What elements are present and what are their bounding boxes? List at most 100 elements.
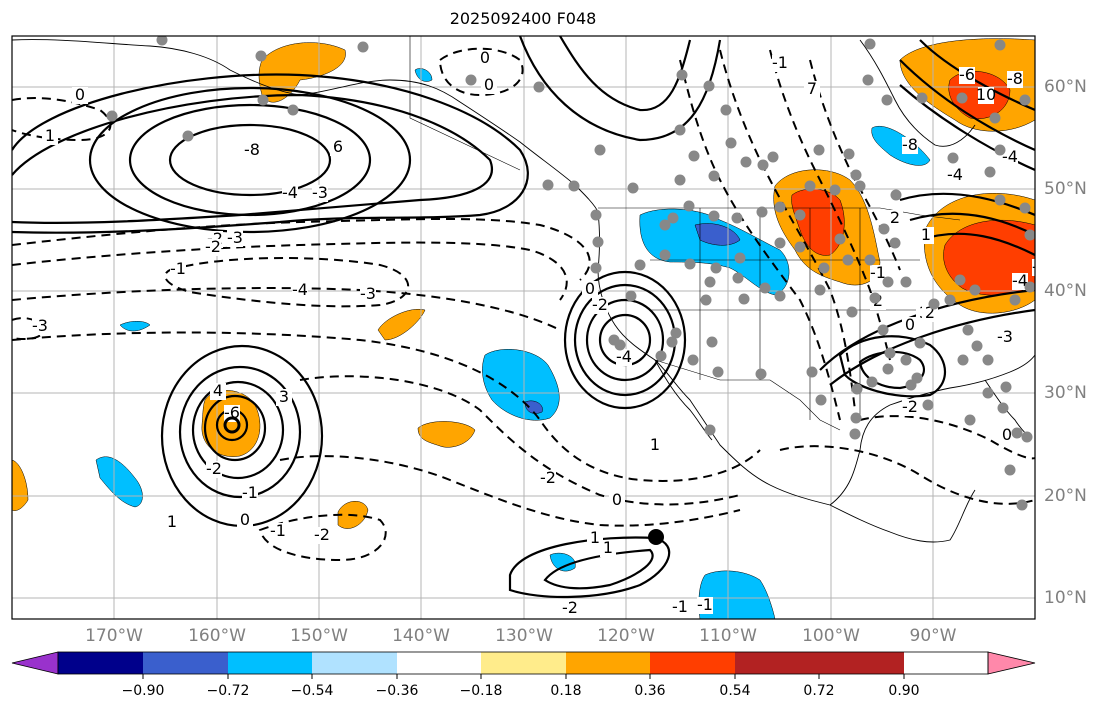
station-marker: [864, 254, 876, 266]
colorbar-outline: [57, 651, 989, 675]
station-marker: [625, 290, 637, 302]
station-marker: [1024, 281, 1035, 293]
lon-label-160w: 160°W: [188, 626, 246, 646]
contour-label: 3: [279, 387, 289, 406]
station-marker: [964, 414, 976, 426]
contour-label: -3: [360, 284, 376, 303]
contour-neg-pacific-1: [12, 217, 591, 281]
station-marker: [944, 294, 956, 306]
contour-label: 10: [976, 85, 996, 104]
station-marker: [704, 276, 716, 288]
contour-label: 1: [45, 126, 55, 145]
anomaly-positive-west-edge: [12, 459, 29, 511]
station-marker: [608, 334, 620, 346]
contour-label-bg: [978, 87, 994, 104]
colorbar-swatch: [58, 652, 143, 674]
anomaly-negative-hawaii-west: [95, 456, 143, 508]
station-marker: [767, 151, 779, 163]
contour-label: -6: [224, 403, 240, 422]
contour-label: -1: [270, 521, 286, 540]
storm-center-marker: [648, 529, 664, 545]
contour-label: 7: [807, 79, 817, 98]
station-marker: [900, 354, 912, 366]
anomaly-strong-rockies: [694, 223, 741, 246]
contour-neg-gulf: [859, 415, 1035, 460]
station-marker: [928, 298, 940, 310]
colorbar-extend-min: [11, 651, 59, 675]
contour-label: -4: [1002, 147, 1018, 166]
station-marker: [1024, 229, 1035, 241]
station-marker: [794, 241, 806, 253]
station-marker: [732, 272, 744, 284]
contour-label: -8: [902, 135, 918, 154]
station-marker: [674, 124, 686, 136]
contour-label: -8: [244, 140, 260, 159]
contour-cutoff-low-2: [585, 298, 665, 382]
contour-south-low-2: [543, 548, 654, 590]
station-marker: [916, 92, 928, 104]
contour-label: -2: [205, 237, 221, 256]
station-marker: [755, 368, 767, 380]
contour-label: -4: [1012, 271, 1028, 290]
anomaly-negative-south: [698, 570, 776, 619]
station-marker: [774, 201, 786, 213]
contour-label-bg: [330, 139, 346, 156]
anomaly-negative-east-pacific: [482, 349, 560, 421]
contour-label-bg: [1012, 273, 1028, 290]
station-marker: [708, 170, 720, 182]
anomaly-negative-small-1: [549, 552, 576, 572]
contour-se-low: [838, 335, 946, 398]
station-marker: [568, 180, 580, 192]
station-marker: [634, 259, 646, 271]
colorbar-swatch: [228, 652, 312, 674]
contour-label: 0: [612, 490, 622, 509]
station-marker: [851, 383, 863, 395]
station-marker: [659, 219, 671, 231]
station-marker: [659, 249, 671, 261]
colorbar-tick-label: −0.72: [206, 683, 250, 699]
contour-label: -3: [312, 183, 328, 202]
contour-label-bg: [1032, 259, 1035, 276]
colorbar-tick-label: 0.72: [803, 683, 835, 699]
station-marker: [533, 81, 545, 93]
contour-neg-pacific-3: [164, 257, 410, 308]
colorbar-swatch: [481, 652, 566, 674]
contour-label-bg: [164, 514, 180, 531]
station-marker: [357, 41, 369, 53]
hurricane-center-marker: [223, 416, 241, 434]
station-marker: [738, 293, 750, 305]
station-marker: [922, 399, 934, 411]
station-marker: [590, 209, 602, 221]
contour-label-bg: [42, 128, 58, 145]
contour-high-pacific-3: [88, 86, 412, 234]
lon-label-140w: 140°W: [392, 626, 450, 646]
station-marker: [905, 379, 917, 391]
contour-label: -2: [592, 295, 608, 314]
contour-labrador-2: [899, 84, 1035, 172]
station-marker: [683, 200, 695, 212]
lat-label-40n: 40°N: [1044, 281, 1087, 301]
contour-label-bg: [582, 281, 598, 298]
station-marker: [834, 233, 846, 245]
station-marker: [882, 363, 894, 375]
contour-label: 1: [650, 435, 660, 454]
lat-label-20n: 20°N: [1044, 486, 1087, 506]
station-marker: [969, 284, 981, 296]
station-marker: [982, 387, 994, 399]
station-marker: [914, 337, 926, 349]
contour-label-bg: [72, 87, 88, 104]
station-marker: [850, 412, 862, 424]
station-marker: [954, 274, 966, 286]
station-marker: [1004, 464, 1016, 476]
station-marker: [725, 137, 737, 149]
contour-label-bg: [477, 50, 493, 67]
station-marker: [900, 276, 912, 288]
contour-label: -4: [282, 183, 298, 202]
contour-label-bg: [1002, 149, 1018, 166]
station-marker: [759, 282, 771, 294]
station-marker: [710, 262, 722, 274]
border-us-mexico: [654, 359, 841, 431]
station-marker: [829, 184, 841, 196]
